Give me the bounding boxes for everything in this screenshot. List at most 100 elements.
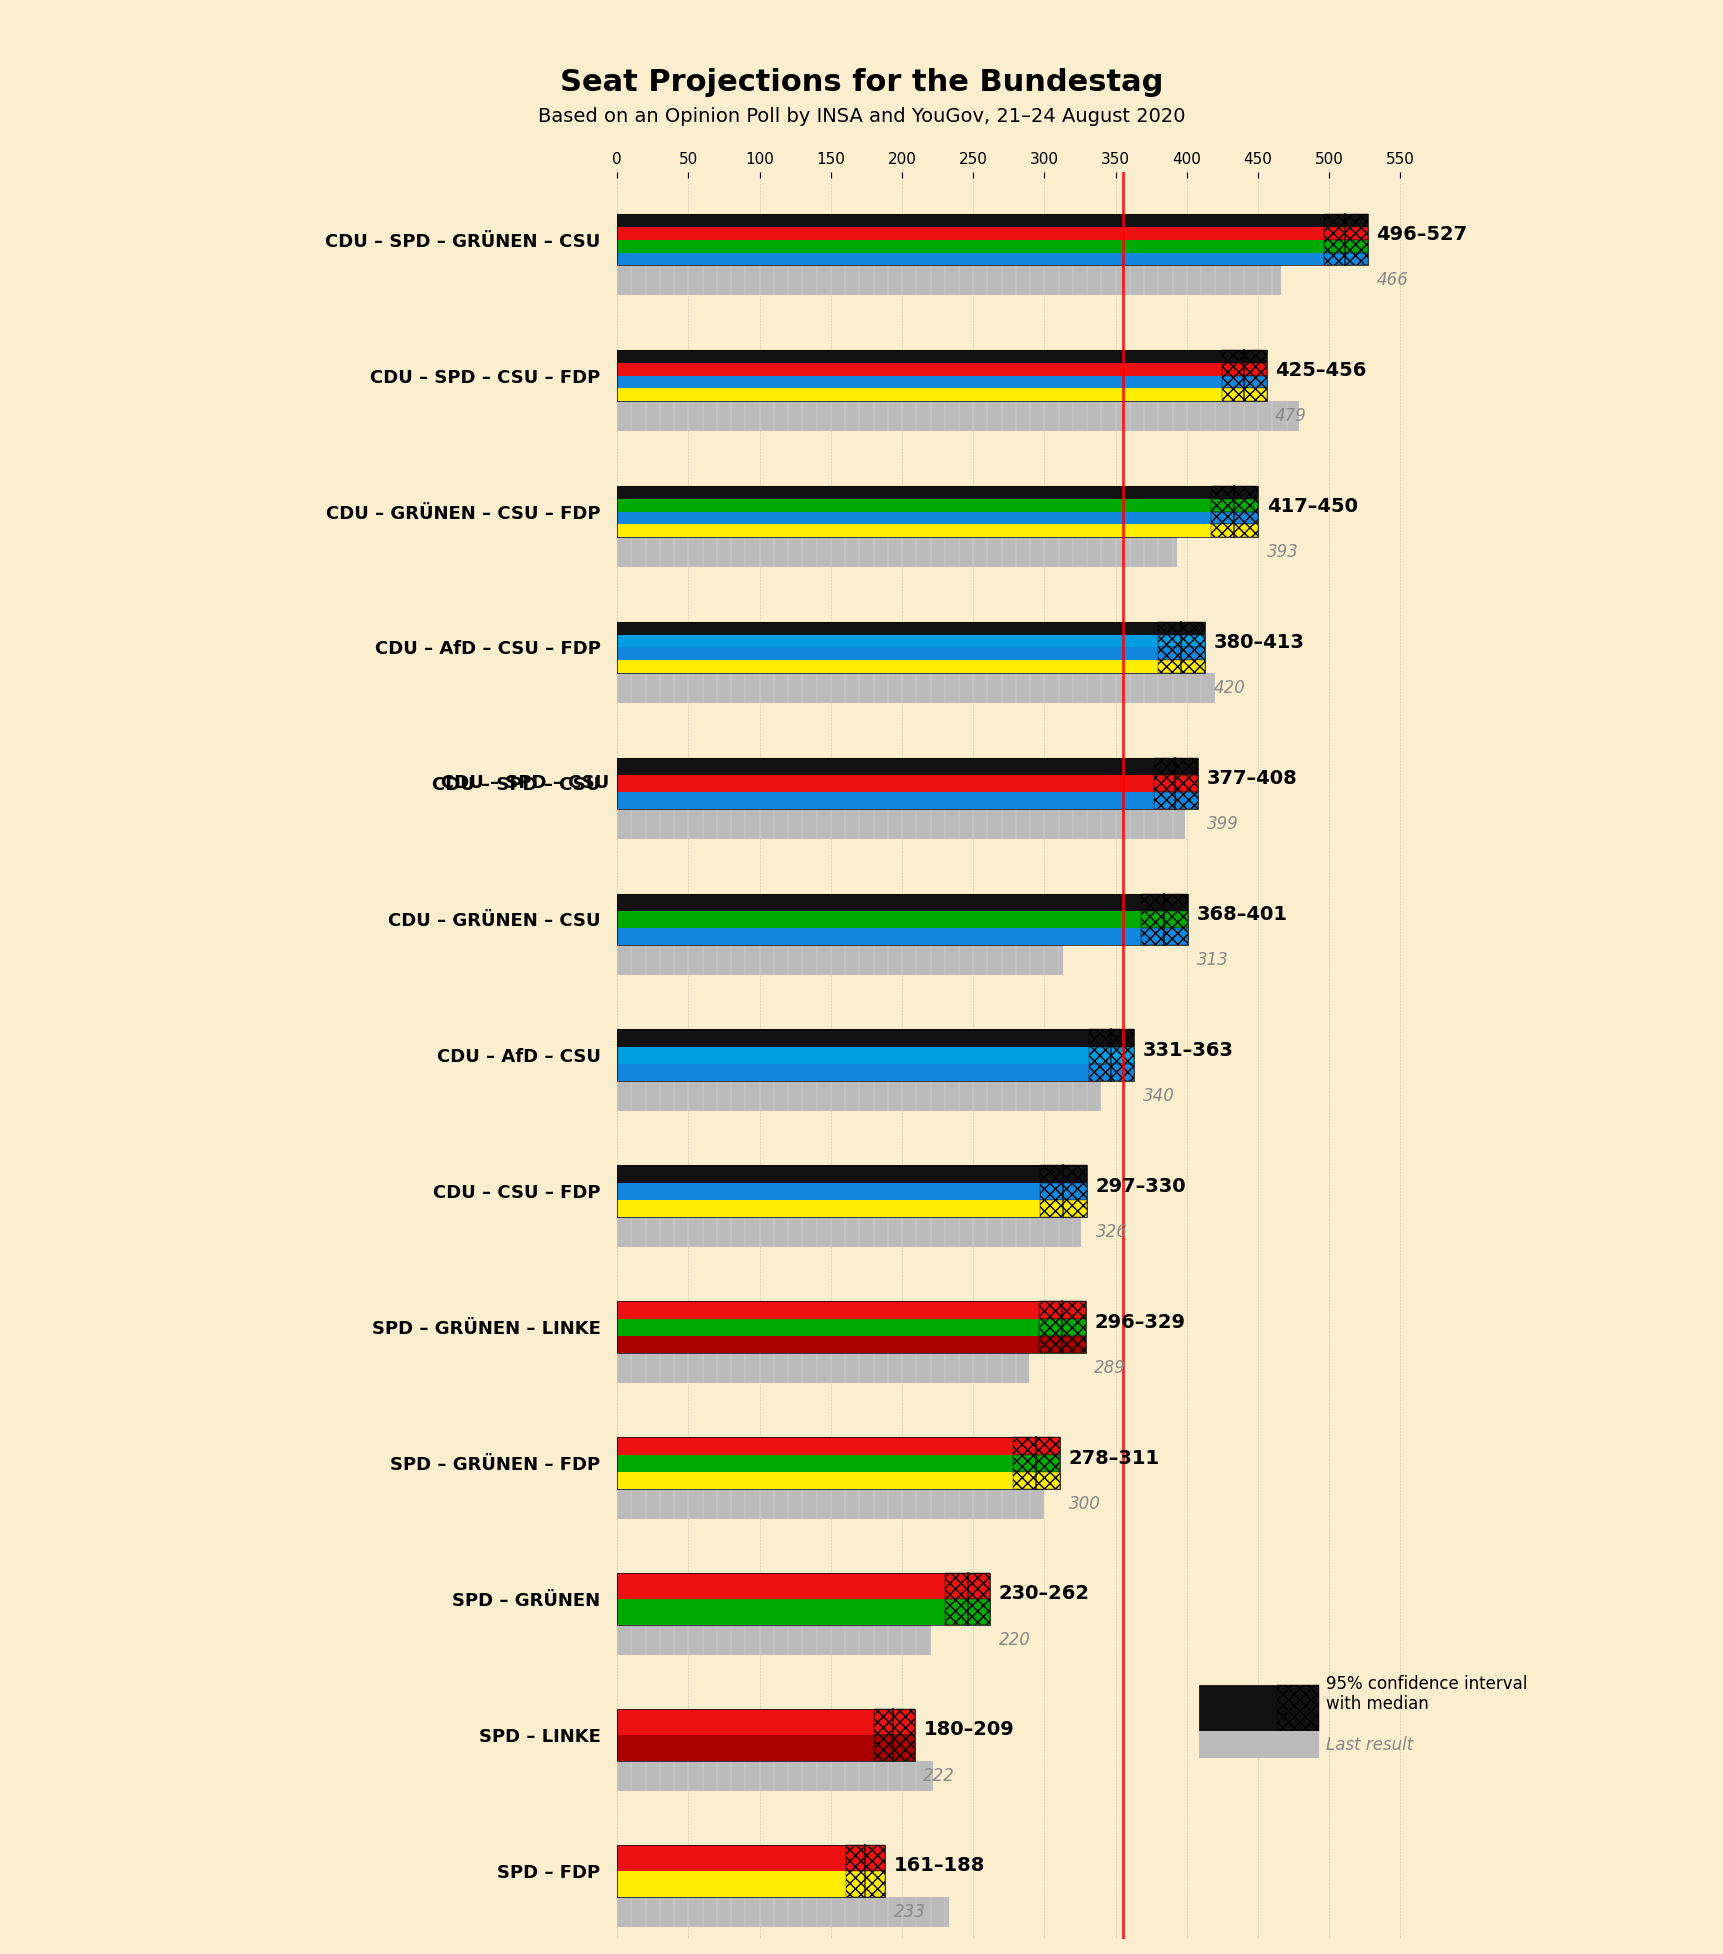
Bar [617,660,1158,674]
Bar [617,809,1185,838]
Text: 161–188: 161–188 [893,1856,984,1876]
Bar [617,389,1222,401]
Text: Based on an Opinion Poll by INSA and YouGov, 21–24 August 2020: Based on an Opinion Poll by INSA and You… [538,107,1185,127]
Text: 278–311: 278–311 [1068,1448,1160,1467]
Bar [1222,350,1266,363]
Bar [617,1626,930,1655]
Bar [617,252,1323,266]
Bar [617,240,1323,252]
Bar [1210,487,1258,498]
Bar [617,498,1210,512]
Text: 220: 220 [998,1632,1030,1649]
Bar [1153,791,1197,809]
Text: 377–408: 377–408 [1206,768,1297,787]
Bar [617,758,1153,776]
Bar [1222,363,1266,375]
Bar [617,1710,874,1735]
Bar [1013,1438,1060,1454]
Bar [617,946,1063,975]
Text: 95% confidence interval
with median: 95% confidence interval with median [1325,1675,1527,1714]
Bar [617,375,1222,389]
Bar [1323,213,1366,227]
Bar [617,1710,915,1761]
Bar [944,1598,989,1626]
Bar [1039,1200,1087,1217]
Bar [617,1735,874,1761]
Text: 233: 233 [893,1903,925,1921]
Bar [846,1872,884,1897]
Bar [846,1845,884,1872]
Bar [1158,621,1204,635]
Bar [617,363,1222,375]
Text: 393: 393 [1266,543,1297,561]
Bar [1013,1454,1060,1471]
Text: 496–527: 496–527 [1375,225,1466,244]
Bar [617,1063,1087,1081]
Bar [617,791,1153,809]
Bar [1222,375,1266,389]
Bar [1277,1684,1318,1731]
Bar [1158,635,1204,647]
Bar [617,524,1210,537]
Bar [1153,758,1197,776]
Text: Seat Projections for the Bundestag: Seat Projections for the Bundestag [560,68,1163,98]
Text: 425–456: 425–456 [1275,361,1366,379]
Bar [1039,1165,1087,1182]
Bar [1141,911,1187,928]
Bar [617,1165,1087,1217]
Text: Last result: Last result [1325,1735,1413,1753]
Text: 296–329: 296–329 [1094,1313,1185,1331]
Bar [1158,647,1204,660]
Bar [617,1182,1039,1200]
Bar [617,1845,884,1897]
Bar [1210,498,1258,512]
Bar [1141,893,1187,911]
Bar [617,1200,1039,1217]
Bar [617,1337,1039,1352]
Bar [617,1081,1101,1112]
Bar [617,512,1210,524]
Bar [617,1352,1029,1383]
Bar [1039,1337,1085,1352]
Bar [1210,524,1258,537]
Bar [617,1845,846,1872]
Bar [944,1573,989,1598]
Bar [1087,1047,1134,1063]
Text: 300: 300 [1068,1495,1099,1512]
Bar [1039,1182,1087,1200]
Bar [617,1761,932,1790]
Text: 399: 399 [1206,815,1237,832]
Bar [1087,1030,1134,1047]
Bar [874,1735,915,1761]
Bar [1323,252,1366,266]
Bar [617,647,1158,660]
Bar [617,350,1266,401]
Bar [617,1165,1039,1182]
Bar [1323,227,1366,240]
Bar [617,674,1215,703]
Bar [617,266,1280,295]
Bar [617,1489,1044,1518]
Bar [617,1573,989,1626]
Bar [617,621,1204,674]
Bar [617,893,1141,911]
Text: 289: 289 [1094,1360,1125,1378]
Bar [1013,1471,1060,1489]
Text: 230–262: 230–262 [998,1585,1089,1604]
Bar [617,1438,1060,1489]
Bar [617,1471,1013,1489]
Text: 420: 420 [1213,680,1246,698]
Bar [617,401,1299,432]
Bar [617,1438,1013,1454]
Bar [617,1217,1080,1247]
Bar [617,1573,944,1598]
Bar [617,1301,1085,1352]
Bar [617,621,1158,635]
Bar [1222,389,1266,401]
Bar [874,1710,915,1735]
Bar [1039,1319,1085,1337]
Bar [617,227,1323,240]
Bar [617,1301,1039,1319]
Bar [1323,240,1366,252]
Bar [1141,928,1187,946]
